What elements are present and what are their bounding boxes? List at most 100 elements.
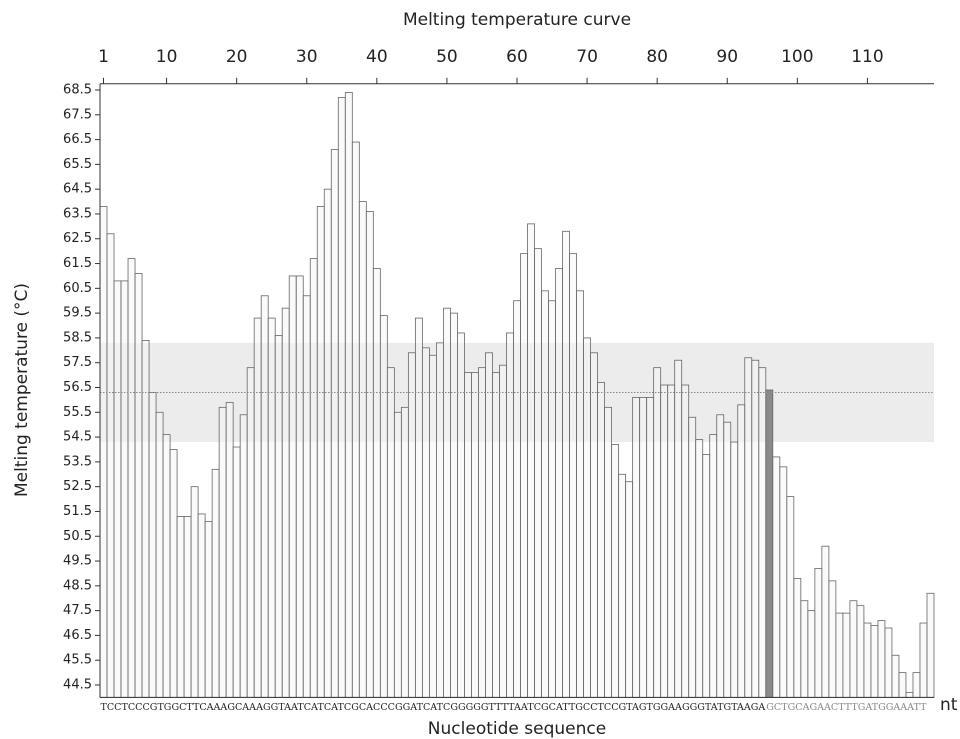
bar	[218, 406, 227, 698]
bar	[169, 449, 178, 698]
bar	[323, 188, 332, 698]
bar	[835, 612, 844, 698]
bar	[464, 372, 472, 698]
y-tick-label: 62.5	[63, 231, 92, 246]
bar	[667, 384, 676, 698]
bar	[428, 354, 437, 698]
y-tick-label: 64.5	[63, 182, 92, 197]
bar	[492, 372, 500, 698]
y-tick-label: 65.5	[63, 157, 92, 172]
bar	[856, 605, 865, 698]
bar	[204, 520, 213, 698]
bar	[414, 317, 423, 698]
bar	[597, 382, 606, 698]
x-tick-label: 1	[98, 47, 109, 67]
y-tick-label: 53.5	[63, 454, 92, 469]
bar	[562, 230, 570, 698]
x-tick-label: 40	[366, 47, 388, 67]
bar	[485, 352, 493, 698]
bar	[330, 149, 339, 698]
bar	[372, 268, 381, 698]
bar	[274, 335, 283, 698]
bar	[506, 332, 514, 698]
bar	[800, 600, 809, 698]
bar	[211, 468, 220, 698]
bar	[877, 620, 886, 698]
y-tick-label: 54.5	[63, 430, 92, 445]
bar	[688, 416, 697, 698]
bar	[611, 444, 620, 698]
bar	[646, 397, 655, 698]
x-tick-label: 50	[436, 47, 458, 67]
bar	[457, 332, 465, 698]
bar	[639, 397, 648, 698]
bar	[281, 307, 290, 698]
y-tick-label: 61.5	[63, 256, 92, 271]
bar	[450, 312, 458, 698]
bar	[891, 654, 900, 698]
bar	[779, 466, 788, 698]
y-tick-label: 58.5	[63, 330, 92, 345]
bar	[723, 421, 732, 698]
bar	[288, 275, 297, 698]
bar	[436, 342, 444, 698]
bar	[548, 300, 556, 698]
bar	[197, 513, 206, 698]
y-axis-label: Melting temperature (°C)	[12, 283, 32, 497]
bar	[569, 253, 577, 698]
bar	[316, 206, 325, 698]
bar	[499, 364, 507, 698]
bar	[674, 359, 683, 698]
bar	[898, 672, 907, 698]
bar	[302, 295, 311, 698]
x-unit: nt	[940, 695, 958, 715]
x-axis-label: Nucleotide sequence	[428, 719, 606, 739]
bar	[225, 401, 234, 698]
bar	[183, 516, 192, 698]
y-tick-label: 44.5	[63, 678, 92, 693]
y-tick-label: 46.5	[63, 628, 92, 643]
x-tick-label: 110	[851, 47, 883, 67]
bar	[926, 592, 935, 698]
bar	[513, 300, 521, 698]
x-tick-label: 20	[226, 47, 248, 67]
bar	[295, 275, 304, 698]
bar	[716, 414, 725, 698]
y-tick-label: 63.5	[63, 206, 92, 221]
bar	[737, 404, 746, 698]
y-tick-label: 52.5	[63, 479, 92, 494]
bar	[443, 307, 451, 698]
bar	[625, 481, 634, 698]
y-tick-label: 66.5	[63, 132, 92, 147]
bar	[604, 406, 613, 698]
bar	[471, 372, 479, 698]
bar	[155, 411, 164, 698]
y-tick-label: 60.5	[63, 281, 92, 296]
y-tick-label: 55.5	[63, 405, 92, 420]
bar	[148, 392, 157, 698]
bar	[253, 317, 262, 698]
bar	[863, 622, 872, 698]
bar	[744, 357, 753, 698]
bar	[842, 612, 851, 698]
y-tick-label: 47.5	[63, 603, 92, 618]
bar	[618, 473, 627, 698]
bar	[120, 280, 129, 698]
bar	[407, 352, 416, 698]
sequence-text: TCCTCCCGTGGCTTCAAAGCAAAGGTAATCATCATCGCAC…	[101, 703, 766, 713]
y-tick-label: 51.5	[63, 504, 92, 519]
y-tick-label: 48.5	[63, 578, 92, 593]
y-tick-label: 49.5	[63, 554, 92, 569]
x-tick-label: 100	[781, 47, 813, 67]
x-tick-label: 60	[506, 47, 528, 67]
bar	[807, 610, 816, 698]
bar	[267, 317, 276, 698]
y-tick-label: 67.5	[63, 107, 92, 122]
bar	[239, 414, 248, 698]
bar	[541, 290, 549, 698]
bar	[106, 233, 115, 698]
bar	[653, 367, 662, 698]
bar	[127, 258, 136, 698]
y-tick-label: 57.5	[63, 355, 92, 370]
bar	[814, 568, 823, 698]
